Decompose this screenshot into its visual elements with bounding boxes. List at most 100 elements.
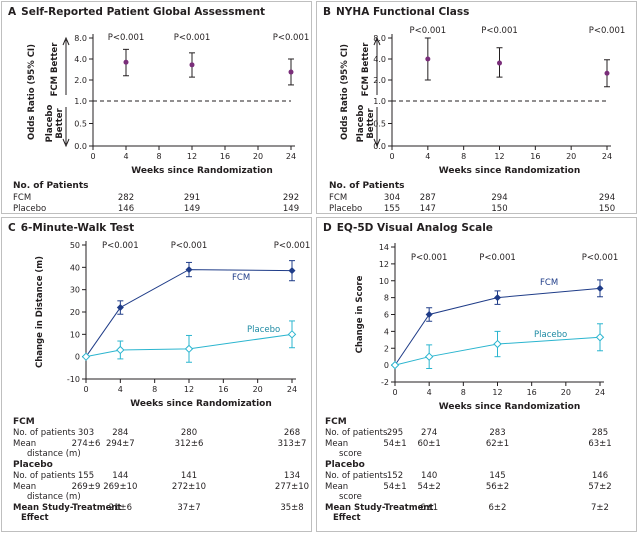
panel-d-title: D EQ-5D Visual Analog Scale [323,222,493,234]
table-cell: 145 [489,471,505,481]
data-point [116,345,125,355]
data-point [425,56,431,62]
data-point [189,62,195,68]
fcm-better-arrowhead [62,36,70,46]
patients-count: 150 [491,204,507,214]
table-cell: 60±1 [417,439,440,449]
p-value-label: P<0.001 [171,241,208,251]
x-tick-label: 20 [253,385,263,394]
series-label-placebo: Placebo [534,330,567,340]
placebo-better-label-2: Better [55,108,65,139]
table-row-label: No. of patients [13,471,76,481]
panel-b: B NYHA Functional Class 0.0 0.5 1.0 2.0 4.0 8.… [316,1,637,214]
patients-count: 292 [283,193,299,203]
table-cell: 35±8 [280,503,303,513]
p-value-label: P<0.001 [582,253,619,263]
x-tick-label: 20 [561,388,571,397]
x-tick-label: 12 [492,388,502,397]
y-tick-label: 1.0 [74,97,87,106]
placebo-better-arrowhead [373,138,381,148]
x-tick-label: 20 [253,152,263,161]
fcm-better-arrowhead [373,36,381,46]
table-cell: 280 [181,428,197,438]
data-point [596,284,604,292]
table-cell: 6±1 [420,503,438,513]
data-point [123,59,129,65]
table-row-label-2: score [339,492,362,502]
table-cell: 7±2 [591,503,609,513]
table-cell: 277±10 [275,482,309,492]
x-axis-label: Weeks since Randomization [439,402,581,412]
table-cell: 63±1 [588,439,611,449]
table-cell: 140 [421,471,437,481]
x-tick-label: 4 [425,152,430,161]
y-tick-label: 0 [384,361,389,370]
data-point [287,330,297,339]
table-cell: 283 [489,428,505,438]
panel-a: A Self-Reported Patient Global Assessment… [1,1,312,214]
data-point [390,360,400,370]
data-point [288,69,294,75]
table-row-label: Mean [13,482,36,492]
fcm-better-label: FCM Better [361,42,371,97]
x-tick-label: 12 [187,152,197,161]
y-tick-label: 40 [70,263,80,272]
x-tick-label: 8 [461,152,466,161]
x-tick-label: 4 [118,385,123,394]
p-value-label: P<0.001 [273,33,310,43]
y-tick-label: 1.0 [373,97,386,106]
table-cell: 268 [284,428,300,438]
y-axis-label: Change in Score [355,275,365,353]
table-cell: 21±6 [109,503,132,513]
table-cell: 272±10 [172,482,206,492]
panel-c: C 6-Minute-Walk Test -10 0 10 20 30 40 50 0 4 8 12 1… [1,217,312,532]
p-value-label: P<0.001 [174,33,211,43]
p-value-label: P<0.001 [411,253,448,263]
table-row-label: Mean Study-Treatment [13,503,121,513]
y-tick-label: 0 [75,353,80,362]
p-value-label: P<0.001 [479,253,516,263]
y-tick-label: 14 [379,243,389,252]
table-row-label-2: distance (m) [27,449,81,459]
data-point [497,60,502,66]
patients-count: 149 [283,204,299,214]
data-point [425,311,433,318]
table-cell: 54±2 [417,482,440,492]
table-cell: 146 [592,471,608,481]
data-point [604,70,610,76]
table-group-header: Placebo [13,460,53,470]
x-tick-label: 0 [392,388,397,397]
y-tick-label: 4.0 [373,55,386,64]
x-tick-label: 24 [287,385,297,394]
patients-row-label: FCM [329,193,347,203]
table-group-header: Placebo [325,460,365,470]
y-tick-label: -2 [381,378,389,387]
table-row-label: No. of patients [13,428,76,438]
series-line-fcm [85,269,293,357]
y-tick-label: 0.0 [373,142,386,151]
patients-count: 149 [184,204,200,214]
y-tick-label: 6 [384,311,389,320]
data-point [116,304,124,312]
x-tick-label: 16 [527,388,537,397]
patients-header: No. of Patients [329,181,405,191]
table-cell: 274±6 [72,439,101,449]
p-value-label: P<0.001 [410,26,447,36]
table-cell: 155 [78,471,94,481]
data-point [288,267,296,275]
x-tick-label: 8 [156,152,161,161]
table-cell: 295 [387,428,403,438]
table-row-label: Mean [325,482,348,492]
x-axis-label: Weeks since Randomization [130,399,272,409]
panel-b-title: B NYHA Functional Class [323,6,470,18]
table-cell: 6±2 [489,503,507,513]
data-point [424,352,434,361]
table-cell: 144 [112,471,128,481]
patients-count: 155 [384,204,400,214]
table-row-label: No. of patients [325,471,388,481]
x-tick-label: 20 [566,152,576,161]
y-axis-label: Odds Ratio (95% CI) [340,44,350,140]
table-cell: 56±2 [486,482,509,492]
p-value-label: P<0.001 [589,26,626,36]
